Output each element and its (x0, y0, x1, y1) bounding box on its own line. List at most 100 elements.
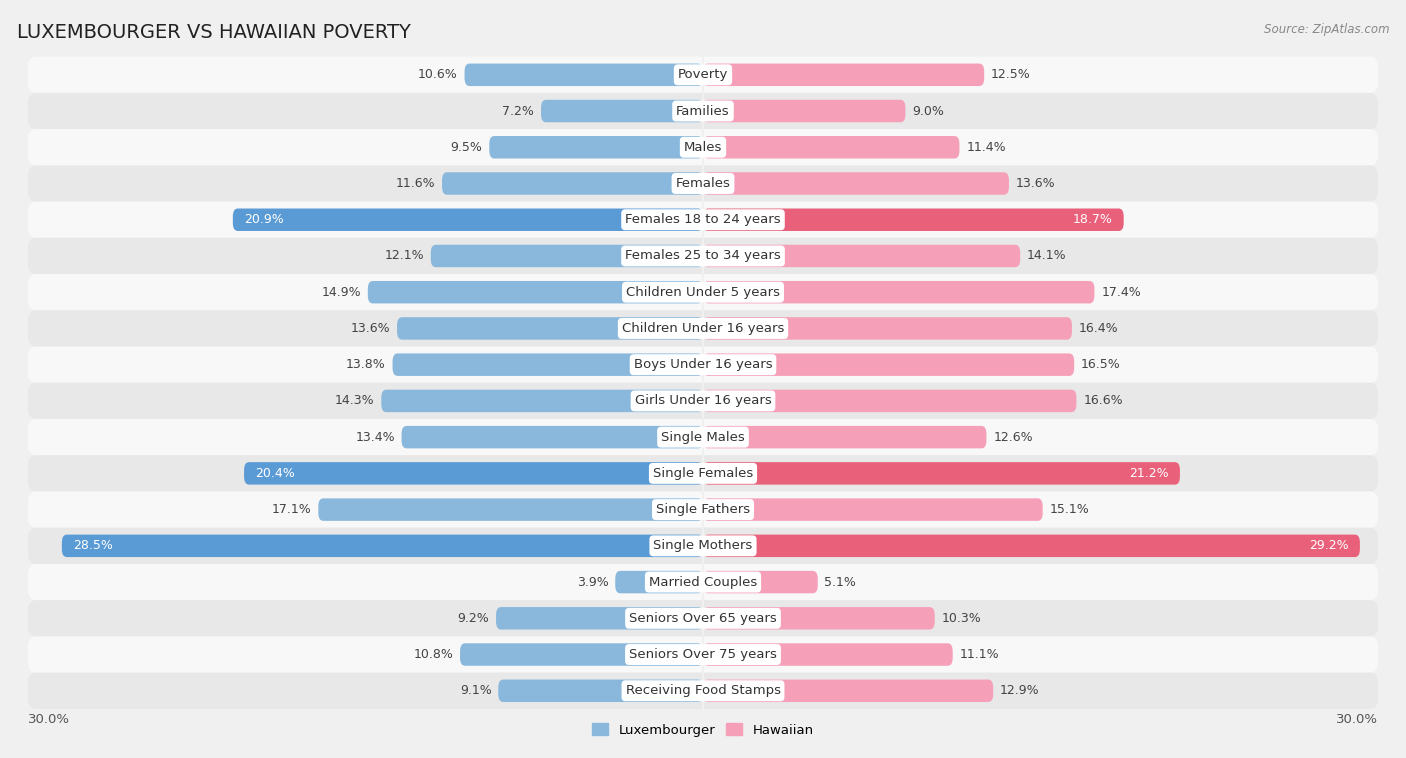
Text: Children Under 5 years: Children Under 5 years (626, 286, 780, 299)
Text: Poverty: Poverty (678, 68, 728, 81)
FancyBboxPatch shape (392, 353, 703, 376)
FancyBboxPatch shape (441, 172, 703, 195)
FancyBboxPatch shape (28, 310, 1378, 346)
FancyBboxPatch shape (703, 172, 1010, 195)
FancyBboxPatch shape (489, 136, 703, 158)
Text: Females 25 to 34 years: Females 25 to 34 years (626, 249, 780, 262)
FancyBboxPatch shape (402, 426, 703, 449)
FancyBboxPatch shape (28, 564, 1378, 600)
Text: 11.4%: 11.4% (966, 141, 1005, 154)
Text: Females 18 to 24 years: Females 18 to 24 years (626, 213, 780, 226)
FancyBboxPatch shape (245, 462, 703, 484)
FancyBboxPatch shape (464, 64, 703, 86)
FancyBboxPatch shape (28, 202, 1378, 238)
Text: Single Mothers: Single Mothers (654, 540, 752, 553)
FancyBboxPatch shape (703, 644, 953, 666)
FancyBboxPatch shape (703, 100, 905, 122)
FancyBboxPatch shape (62, 534, 703, 557)
Text: 17.4%: 17.4% (1101, 286, 1140, 299)
FancyBboxPatch shape (703, 571, 818, 594)
FancyBboxPatch shape (28, 93, 1378, 129)
Text: Boys Under 16 years: Boys Under 16 years (634, 359, 772, 371)
FancyBboxPatch shape (28, 57, 1378, 93)
FancyBboxPatch shape (28, 637, 1378, 672)
Text: 5.1%: 5.1% (824, 575, 856, 588)
FancyBboxPatch shape (703, 281, 1094, 303)
FancyBboxPatch shape (28, 456, 1378, 491)
Text: 13.6%: 13.6% (350, 322, 391, 335)
FancyBboxPatch shape (703, 498, 1043, 521)
Text: Males: Males (683, 141, 723, 154)
Text: 13.6%: 13.6% (1015, 177, 1056, 190)
FancyBboxPatch shape (498, 680, 703, 702)
Text: 9.0%: 9.0% (912, 105, 943, 117)
Text: 16.5%: 16.5% (1081, 359, 1121, 371)
Text: Married Couples: Married Couples (650, 575, 756, 588)
Text: 21.2%: 21.2% (1129, 467, 1168, 480)
FancyBboxPatch shape (28, 419, 1378, 456)
FancyBboxPatch shape (28, 165, 1378, 202)
Text: 9.2%: 9.2% (457, 612, 489, 625)
Text: 14.9%: 14.9% (322, 286, 361, 299)
Text: Families: Families (676, 105, 730, 117)
Text: Seniors Over 75 years: Seniors Over 75 years (628, 648, 778, 661)
FancyBboxPatch shape (368, 281, 703, 303)
Text: 11.1%: 11.1% (959, 648, 1000, 661)
Text: 7.2%: 7.2% (502, 105, 534, 117)
FancyBboxPatch shape (430, 245, 703, 268)
Text: 13.4%: 13.4% (356, 431, 395, 443)
Text: 14.3%: 14.3% (335, 394, 374, 407)
Text: 13.8%: 13.8% (346, 359, 385, 371)
Text: 3.9%: 3.9% (576, 575, 609, 588)
Legend: Luxembourger, Hawaiian: Luxembourger, Hawaiian (588, 719, 818, 742)
Text: Source: ZipAtlas.com: Source: ZipAtlas.com (1264, 23, 1389, 36)
FancyBboxPatch shape (28, 491, 1378, 528)
FancyBboxPatch shape (28, 383, 1378, 419)
FancyBboxPatch shape (318, 498, 703, 521)
Text: 30.0%: 30.0% (1336, 713, 1378, 726)
Text: 11.6%: 11.6% (395, 177, 436, 190)
FancyBboxPatch shape (703, 64, 984, 86)
Text: 12.6%: 12.6% (993, 431, 1033, 443)
Text: Girls Under 16 years: Girls Under 16 years (634, 394, 772, 407)
Text: Single Fathers: Single Fathers (657, 503, 749, 516)
Text: 28.5%: 28.5% (73, 540, 112, 553)
Text: Single Males: Single Males (661, 431, 745, 443)
FancyBboxPatch shape (703, 426, 987, 449)
Text: 30.0%: 30.0% (28, 713, 70, 726)
FancyBboxPatch shape (541, 100, 703, 122)
FancyBboxPatch shape (28, 600, 1378, 637)
FancyBboxPatch shape (28, 346, 1378, 383)
FancyBboxPatch shape (28, 672, 1378, 709)
FancyBboxPatch shape (616, 571, 703, 594)
Text: 14.1%: 14.1% (1026, 249, 1067, 262)
Text: 12.9%: 12.9% (1000, 684, 1039, 697)
FancyBboxPatch shape (233, 208, 703, 231)
FancyBboxPatch shape (703, 136, 959, 158)
FancyBboxPatch shape (381, 390, 703, 412)
FancyBboxPatch shape (460, 644, 703, 666)
FancyBboxPatch shape (703, 317, 1071, 340)
Text: 18.7%: 18.7% (1073, 213, 1112, 226)
FancyBboxPatch shape (703, 208, 1123, 231)
Text: 29.2%: 29.2% (1309, 540, 1348, 553)
FancyBboxPatch shape (396, 317, 703, 340)
Text: 10.8%: 10.8% (413, 648, 453, 661)
Text: 16.6%: 16.6% (1083, 394, 1123, 407)
Text: Receiving Food Stamps: Receiving Food Stamps (626, 684, 780, 697)
Text: 10.6%: 10.6% (418, 68, 458, 81)
FancyBboxPatch shape (496, 607, 703, 630)
Text: Seniors Over 65 years: Seniors Over 65 years (628, 612, 778, 625)
FancyBboxPatch shape (28, 274, 1378, 310)
Text: 12.5%: 12.5% (991, 68, 1031, 81)
FancyBboxPatch shape (703, 680, 993, 702)
FancyBboxPatch shape (703, 390, 1077, 412)
Text: 20.9%: 20.9% (245, 213, 284, 226)
Text: 17.1%: 17.1% (271, 503, 312, 516)
FancyBboxPatch shape (703, 353, 1074, 376)
FancyBboxPatch shape (28, 129, 1378, 165)
FancyBboxPatch shape (703, 607, 935, 630)
Text: LUXEMBOURGER VS HAWAIIAN POVERTY: LUXEMBOURGER VS HAWAIIAN POVERTY (17, 23, 411, 42)
FancyBboxPatch shape (703, 462, 1180, 484)
FancyBboxPatch shape (28, 238, 1378, 274)
